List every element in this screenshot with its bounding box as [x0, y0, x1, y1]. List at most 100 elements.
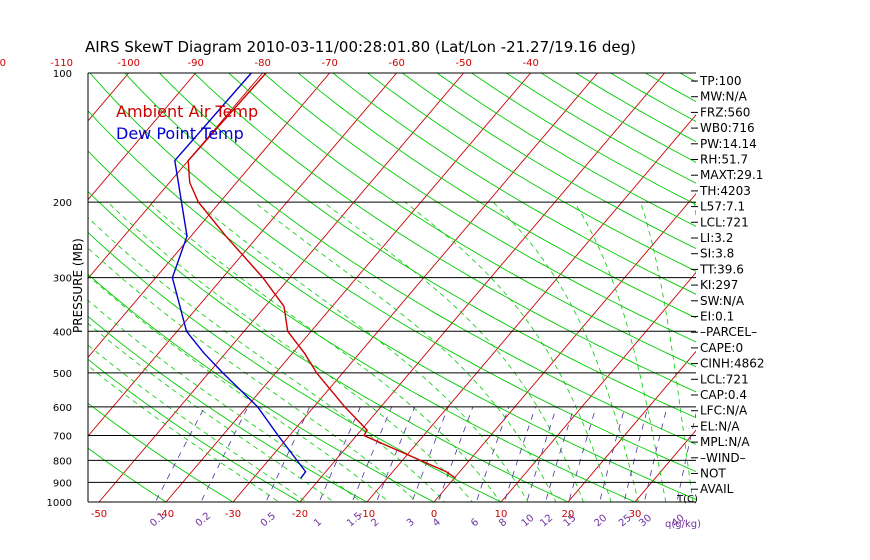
moist-adiabat-line [253, 201, 557, 502]
dry-adiabat-line [88, 231, 503, 502]
isotherm-line [98, 73, 464, 502]
dry-adiabat-line [436, 73, 696, 227]
bottom-temp-tick-label: -30 [225, 509, 241, 520]
stability-index-item: WB0:716 [700, 121, 755, 135]
mixing-ratio-line [503, 406, 536, 502]
top-temp-tick-label: -120 [0, 58, 6, 69]
mixing-ratio-line [200, 406, 249, 502]
mixing-ratio-tick-label: 20 [592, 513, 609, 530]
stability-index-item: MPL:N/A [700, 435, 750, 449]
stability-index-item: LI:3.2 [700, 231, 733, 245]
isotherm-line [634, 429, 696, 502]
stability-index-item: RH:51.7 [700, 153, 748, 167]
dry-adiabat-line [506, 73, 696, 184]
dry-adiabat-line [471, 73, 696, 206]
mixing-ratio-line [351, 406, 393, 502]
mixing-ratio-tick-label: 1 [312, 517, 324, 530]
top-temp-tick-label: -110 [50, 58, 73, 69]
mixing-ratio-line [623, 406, 649, 502]
legend-ambient-air-temp: Ambient Air Temp [116, 102, 258, 121]
mixing-ratio-line [265, 406, 311, 502]
moist-adiabat-line [107, 201, 474, 502]
stability-index-item: NOT [700, 467, 726, 481]
dry-adiabat-line [89, 73, 696, 472]
dry-adiabat-line [263, 73, 696, 343]
stability-index-item: LCL:721 [700, 372, 749, 386]
stability-index-item: AVAIL [700, 482, 734, 496]
stability-index-item: MAXT:29.1 [700, 168, 763, 182]
mixing-ratio-tick-label: 6 [469, 517, 481, 530]
stability-index-item: SI:3.8 [700, 247, 734, 261]
chart-title: AIRS SkewT Diagram 2010-03-11/00:28:01.8… [85, 38, 636, 56]
mixing-ratio-line [568, 406, 597, 502]
bottom-temp-tick-label: 10 [495, 509, 508, 520]
dry-adiabat-line [367, 73, 696, 272]
top-temp-tick-label: -70 [321, 58, 337, 69]
mixing-ratio-line [643, 406, 668, 502]
bottom-temp-tick-label: -40 [158, 509, 174, 520]
stability-index-item: KI:297 [700, 278, 738, 292]
bottom-temp-tick-label: 20 [562, 509, 575, 520]
isotherm-line [88, 73, 330, 358]
top-temp-tick-label: -80 [254, 58, 270, 69]
pressure-tick-label: 400 [53, 327, 72, 338]
pressure-tick-label: 900 [53, 478, 72, 489]
dry-adiabat-line [88, 447, 167, 502]
mixing-ratio-line [526, 406, 557, 502]
pressure-tick-label: 1000 [47, 498, 72, 509]
pressure-tick-label: 100 [53, 69, 72, 80]
dry-adiabat-line [297, 73, 696, 319]
mixing-ratio-line [475, 406, 510, 502]
stability-index-item: CAP:0.4 [700, 388, 747, 402]
mixing-ratio-tick-label: 10 [520, 513, 537, 530]
y-axis-label: PRESSURE (MB) [71, 238, 85, 333]
bottom-temp-tick-label: -10 [359, 509, 375, 520]
mixing-ratio-tick-label: 3 [405, 517, 417, 530]
moist-adiabat-line [88, 344, 307, 502]
bottom-temp-tick-label: 30 [629, 509, 642, 520]
temp-unit-label: T(C) [676, 494, 698, 505]
moist-adiabat-line [492, 201, 639, 502]
moist-adiabat-line [88, 247, 418, 502]
isotherm-line [366, 114, 696, 502]
top-temp-tick-label: -40 [522, 58, 538, 69]
isotherm-line [500, 271, 696, 502]
top-temp-tick-label: -90 [187, 58, 203, 69]
stability-index-item: EL:N/A [700, 419, 740, 433]
mixing-ratio-line [437, 406, 474, 502]
ambient-temp-line [187, 73, 457, 479]
isotherm-line [433, 193, 696, 502]
stability-index-item: –PARCEL– [700, 325, 757, 339]
dry-adiabat-line [193, 73, 696, 393]
top-temp-tick-label: -60 [388, 58, 404, 69]
dry-adiabat-line [88, 110, 696, 500]
pressure-tick-label: 800 [53, 456, 72, 467]
pressure-tick-label: 500 [53, 369, 72, 380]
dewpoint-temp-line [171, 73, 307, 479]
isotherm-line [165, 73, 531, 502]
moist-adiabat-line [404, 201, 612, 502]
top-temp-tick-label: -100 [117, 58, 140, 69]
bottom-temp-tick-label: 0 [431, 509, 437, 520]
mixing-ratio-line [599, 406, 626, 502]
isotherm-line [769, 73, 870, 502]
moist-adiabat-line [323, 201, 584, 502]
stability-index-item: TH:4203 [699, 184, 751, 198]
mixing-ratio-tick-label: 2 [369, 517, 381, 530]
dry-adiabat-line [159, 73, 696, 419]
moist-adiabat-line [148, 201, 501, 502]
mixing-ratio-tick-label: 4 [431, 517, 443, 530]
mixing-ratio-unit-label: q(g/kg) [665, 519, 701, 530]
mixing-ratio-tick-label: 0.5 [259, 511, 278, 530]
stability-index-item: –WIND– [700, 451, 746, 465]
mixing-ratio-line [318, 406, 361, 502]
isotherm-line [567, 350, 696, 502]
mixing-ratio-line [545, 406, 575, 502]
chart-series [171, 73, 457, 479]
moist-adiabat-line [88, 365, 280, 502]
stability-index-item: CAPE:0 [700, 341, 743, 355]
moist-adiabat-line [640, 201, 694, 502]
dry-adiabat-line [88, 315, 368, 502]
dry-adiabat-line [88, 358, 301, 502]
